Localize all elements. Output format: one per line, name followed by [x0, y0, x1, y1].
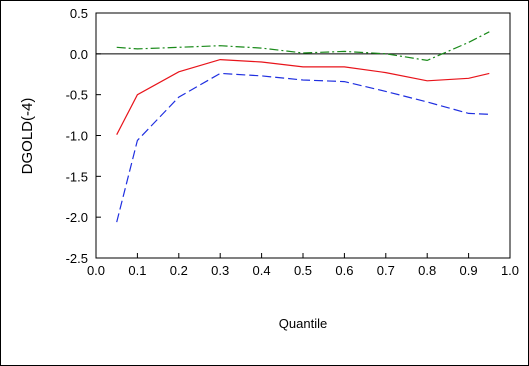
- series-line-1: [116, 58, 490, 135]
- x-tick-label: 0.0: [87, 263, 105, 278]
- x-tick-label: 0.2: [170, 263, 188, 278]
- y-tick-label: -2.5: [66, 251, 88, 266]
- x-tick-label: 0.5: [294, 263, 312, 278]
- series-group: [116, 31, 490, 223]
- y-tick-label: -0.5: [66, 88, 88, 103]
- y-tick-label: -1.5: [66, 169, 88, 184]
- y-tick-label: 0.0: [70, 47, 88, 62]
- x-tick-label: 1.0: [501, 263, 519, 278]
- x-tick-label: 0.3: [211, 263, 229, 278]
- x-tick-label: 0.6: [335, 263, 353, 278]
- x-tick-label: 0.9: [460, 263, 478, 278]
- x-axis-ticks: 0.0 0.1 0.2 0.3 0.4 0.5 0.6 0.7 0.8 0.9 1.0: [87, 253, 519, 278]
- series-line-2: [116, 72, 490, 223]
- y-tick-label: 0.5: [70, 6, 88, 21]
- plot-area: [95, 12, 511, 259]
- x-tick-label: 0.1: [128, 263, 146, 278]
- x-tick-label: 0.7: [377, 263, 395, 278]
- x-tick-label: 0.4: [253, 263, 271, 278]
- y-tick-label: -1.0: [66, 129, 88, 144]
- x-tick-label: 0.8: [418, 263, 436, 278]
- series-line-3: [116, 31, 490, 62]
- y-axis-title: DGOLD(-4): [19, 98, 36, 175]
- y-tick-label: -2.0: [66, 210, 88, 225]
- y-axis-ticks: 0.5 0.0 -0.5 -1.0 -1.5 -2.0 -2.5: [66, 6, 101, 266]
- x-axis-title: Quantile: [279, 316, 327, 331]
